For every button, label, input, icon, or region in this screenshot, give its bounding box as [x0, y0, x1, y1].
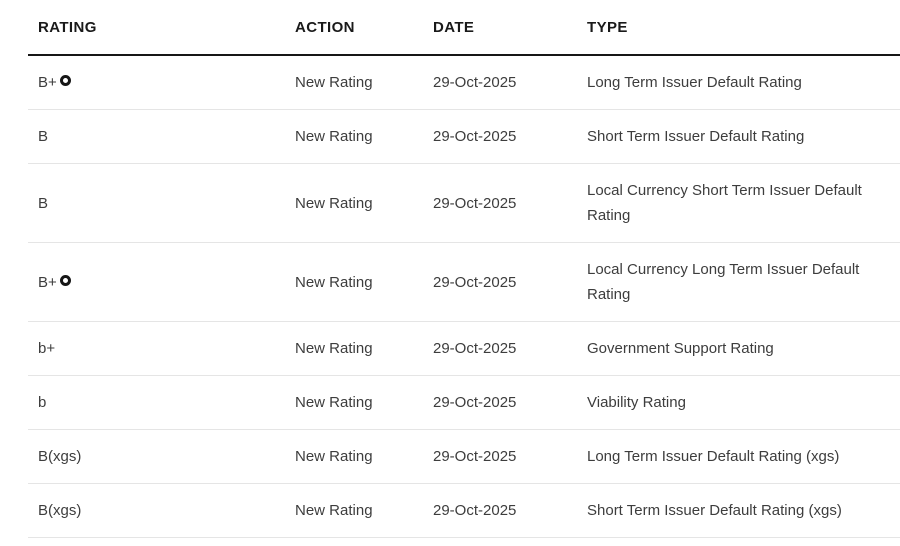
action-cell: New Rating	[285, 498, 423, 523]
rating-cell: b+	[28, 336, 285, 361]
rating-outlook-ring-icon	[59, 75, 71, 86]
table-row: B New Rating 29-Oct-2025 Short Term Issuer …	[28, 110, 900, 164]
table-row: B New Rating 29-Oct-2025 Local Currency Sho…	[28, 164, 900, 243]
action-value: New Rating	[295, 74, 373, 91]
action-value: New Rating	[295, 194, 373, 212]
date-value: 29-Oct-2025	[433, 128, 517, 145]
type-value: Short Term Issuer Default Rating	[587, 128, 805, 145]
action-value: New Rating	[295, 448, 373, 465]
type-value: Local Currency Short Term Issuer Default…	[587, 182, 862, 224]
rating-cell: B(xgs)	[28, 444, 285, 469]
date-cell: 29-Oct-2025	[423, 70, 577, 95]
type-cell: Long Term Issuer Default Rating	[577, 70, 900, 95]
date-value: 29-Oct-2025	[433, 74, 517, 91]
rating-value: b+	[38, 340, 56, 357]
type-value: Local Currency Long Term Issuer Default …	[587, 261, 860, 303]
rating-value: B	[38, 194, 49, 212]
type-value: Long Term Issuer Default Rating (xgs)	[587, 448, 840, 465]
date-cell: 29-Oct-2025	[423, 270, 577, 295]
action-cell: New Rating	[285, 336, 423, 361]
type-cell: Local Currency Long Term Issuer Default …	[577, 257, 900, 307]
rating-cell: B+	[28, 270, 285, 295]
date-value: 29-Oct-2025	[433, 273, 517, 291]
table-body: B+ New Rating 29-Oct-2025 Long Term Issuer …	[28, 56, 900, 538]
table-row: B+ New Rating 29-Oct-2025 Local Currency Lo…	[28, 243, 900, 322]
type-value: Viability Rating	[587, 394, 686, 411]
column-header-rating: RATING	[38, 18, 97, 36]
column-header-type: TYPE	[587, 18, 628, 36]
type-value: Short Term Issuer Default Rating (xgs)	[587, 502, 842, 519]
ratings-table: RATING ACTION DATE TYPE B+ New Rating 29-O…	[28, 0, 900, 538]
action-value: New Rating	[295, 128, 373, 145]
action-value: New Rating	[295, 340, 373, 357]
rating-cell: B(xgs)	[28, 498, 285, 523]
action-cell: New Rating	[285, 191, 423, 216]
column-header-date: DATE	[433, 18, 475, 36]
date-cell: 29-Oct-2025	[423, 390, 577, 415]
rating-cell: b	[28, 390, 285, 415]
table-row: B+ New Rating 29-Oct-2025 Long Term Issuer …	[28, 56, 900, 110]
type-cell: Viability Rating	[577, 390, 900, 415]
type-cell: Local Currency Short Term Issuer Default…	[577, 178, 900, 228]
date-cell: 29-Oct-2025	[423, 336, 577, 361]
date-cell: 29-Oct-2025	[423, 498, 577, 523]
date-value: 29-Oct-2025	[433, 340, 517, 357]
table-row: B(xgs) New Rating 29-Oct-2025 Short Term Is…	[28, 484, 900, 538]
type-cell: Short Term Issuer Default Rating (xgs)	[577, 498, 900, 523]
type-cell: Long Term Issuer Default Rating (xgs)	[577, 444, 900, 469]
rating-cell: B+	[28, 70, 285, 95]
type-cell: Government Support Rating	[577, 336, 900, 361]
action-cell: New Rating	[285, 390, 423, 415]
table-row: b+ New Rating 29-Oct-2025 Government Suppor…	[28, 322, 900, 376]
table-row: b New Rating 29-Oct-2025 Viability Rating	[28, 376, 900, 430]
rating-value: B(xgs)	[38, 502, 82, 519]
date-cell: 29-Oct-2025	[423, 124, 577, 149]
column-header-action: ACTION	[295, 18, 355, 36]
date-cell: 29-Oct-2025	[423, 191, 577, 216]
table-header-row: RATING ACTION DATE TYPE	[28, 0, 900, 56]
type-value: Government Support Rating	[587, 340, 774, 357]
date-cell: 29-Oct-2025	[423, 444, 577, 469]
type-cell: Short Term Issuer Default Rating	[577, 124, 900, 149]
rating-cell: B	[28, 191, 285, 216]
action-value: New Rating	[295, 273, 373, 291]
action-cell: New Rating	[285, 124, 423, 149]
action-cell: New Rating	[285, 270, 423, 295]
date-value: 29-Oct-2025	[433, 448, 517, 465]
type-value: Long Term Issuer Default Rating	[587, 74, 802, 91]
action-cell: New Rating	[285, 444, 423, 469]
action-value: New Rating	[295, 502, 373, 519]
rating-cell: B	[28, 124, 285, 149]
action-cell: New Rating	[285, 70, 423, 95]
rating-value: B+	[38, 74, 57, 91]
date-value: 29-Oct-2025	[433, 394, 517, 411]
table-row: B(xgs) New Rating 29-Oct-2025 Long Term Iss…	[28, 430, 900, 484]
action-value: New Rating	[295, 394, 373, 411]
rating-value: B	[38, 128, 49, 145]
rating-value: B+	[38, 273, 57, 291]
date-value: 29-Oct-2025	[433, 194, 517, 212]
rating-value: B(xgs)	[38, 448, 82, 465]
rating-outlook-ring-icon	[59, 274, 71, 286]
rating-value: b	[38, 394, 47, 411]
date-value: 29-Oct-2025	[433, 502, 517, 519]
